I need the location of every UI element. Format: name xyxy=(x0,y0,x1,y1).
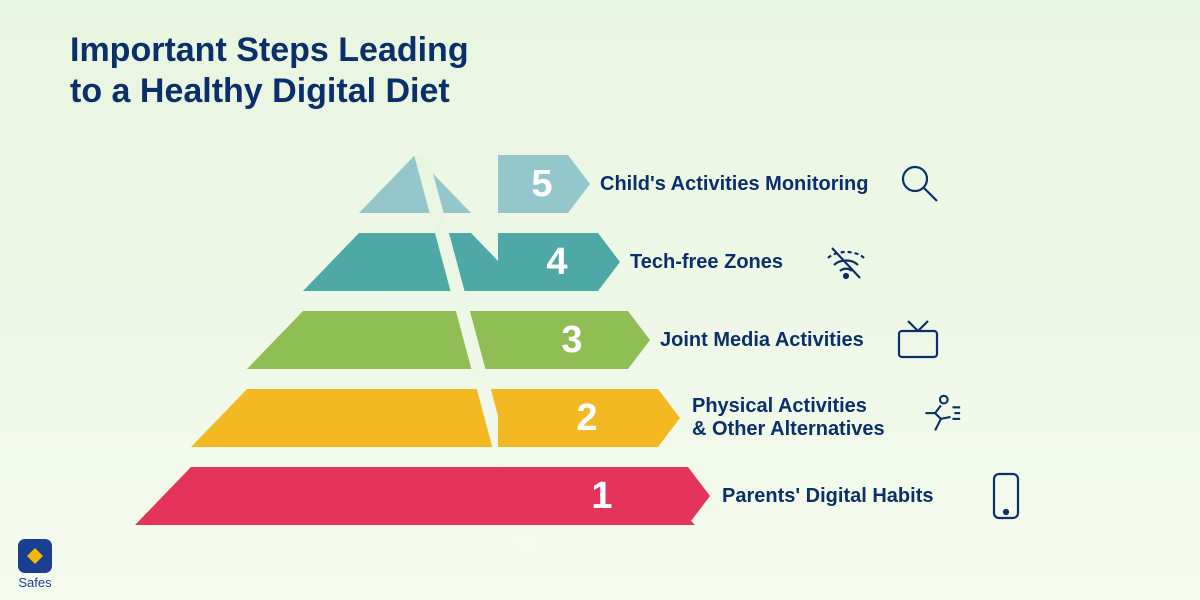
number-tag-1: 1 xyxy=(498,467,688,525)
pyramid-layer-4 xyxy=(303,233,527,291)
number-tag-4: 4 xyxy=(498,233,598,291)
wifi-off-icon xyxy=(820,236,872,288)
label-4: Tech-free Zones xyxy=(630,233,783,291)
logo-icon xyxy=(18,539,52,573)
phone-icon xyxy=(980,470,1032,522)
label-3: Joint Media Activities xyxy=(660,311,864,369)
number-tag-2: 2 xyxy=(498,389,658,447)
number-tag-3: 3 xyxy=(498,311,628,369)
label-1: Parents' Digital Habits xyxy=(722,467,933,525)
pyramid-layer-5 xyxy=(359,155,471,213)
tv-icon xyxy=(892,314,944,366)
number-4: 4 xyxy=(498,233,598,291)
number-3: 3 xyxy=(498,311,628,369)
logo-text: Safes xyxy=(18,575,51,590)
number-2: 2 xyxy=(498,389,658,447)
label-5: Child's Activities Monitoring xyxy=(600,155,868,213)
magnifier-icon xyxy=(894,158,946,210)
number-tag-5: 5 .number-tag:nth-of-type(1) .number-box… xyxy=(498,155,568,213)
page-title: Important Steps Leading to a Healthy Dig… xyxy=(70,30,469,112)
label-2: Physical Activities & Other Alternatives xyxy=(692,389,885,447)
runner-icon xyxy=(912,390,964,442)
number-1: 1 xyxy=(498,467,688,525)
brand-logo: Safes xyxy=(18,539,52,590)
number-5: 5 xyxy=(498,155,568,213)
